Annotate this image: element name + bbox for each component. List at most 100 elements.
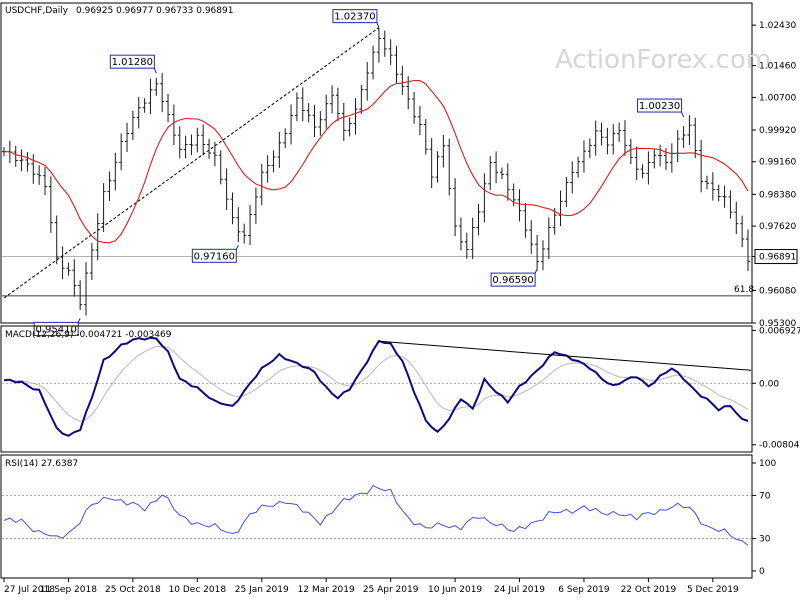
price-bar — [371, 45, 376, 80]
price-bar — [201, 124, 206, 156]
price-y-tick-label: 0.96080 — [759, 286, 796, 296]
rsi-y-tick-label: 100 — [759, 459, 776, 469]
price-bar — [710, 172, 715, 201]
x-tick-label: 10 Dec 2018 — [169, 585, 227, 595]
price-bar — [195, 127, 200, 153]
callout-label: 1.00230 — [639, 101, 680, 112]
price-bar — [734, 201, 739, 235]
price-bar — [324, 94, 329, 129]
callout-box — [637, 98, 683, 113]
callout-pointer — [534, 268, 538, 274]
price-bar — [43, 167, 48, 196]
price-bar — [599, 122, 604, 146]
callout-label: 0.96590 — [492, 275, 533, 286]
price-bar — [107, 171, 112, 201]
price-bar — [576, 156, 581, 178]
price-bar — [236, 207, 241, 243]
price-bar — [529, 220, 534, 254]
price-bar — [488, 156, 493, 191]
rsi-panel: RSI(14) 27.6387 100 70 30 0 — [0, 454, 776, 579]
rsi-y-tick-label: 70 — [759, 491, 771, 501]
price-bar — [78, 280, 83, 311]
price-bar — [119, 133, 124, 171]
price-y-tick-label: 1.02430 — [759, 21, 796, 31]
price-bar — [160, 73, 165, 113]
price-bar — [66, 262, 71, 276]
price-bar — [412, 92, 417, 124]
price-bar — [142, 98, 147, 113]
price-bar — [505, 163, 510, 201]
price-bar — [95, 213, 100, 261]
callout-pointer — [376, 22, 380, 28]
x-tick-label: 10 Jun 2019 — [428, 585, 482, 595]
price-bar — [289, 104, 294, 145]
price-bar — [335, 87, 340, 122]
price-y-tick-label: 0.96891 — [759, 253, 796, 263]
price-frame — [0, 2, 753, 324]
price-bar — [376, 28, 381, 63]
price-bar — [242, 223, 247, 244]
price-bar — [746, 229, 750, 271]
price-bar — [277, 131, 282, 168]
x-tick-label: 6 Sep 2019 — [558, 585, 610, 595]
price-bar — [37, 165, 42, 185]
macd-line — [3, 336, 749, 437]
price-bar — [283, 128, 288, 148]
price-y-tick-label: 0.97620 — [759, 222, 796, 232]
price-bar — [640, 164, 645, 179]
price-bar — [89, 243, 94, 280]
price-callout: 0.96590 — [490, 268, 538, 287]
price-bar — [271, 150, 276, 173]
price-bar — [634, 146, 639, 181]
price-bar — [300, 87, 305, 122]
price-bar — [224, 168, 229, 211]
callout-box — [490, 272, 536, 287]
price-bar — [546, 217, 551, 260]
price-bar — [31, 154, 36, 184]
price-bar — [60, 246, 65, 279]
price-bar — [482, 173, 487, 223]
price-bar — [312, 105, 317, 138]
price-bar — [207, 138, 212, 159]
price-bar — [101, 183, 106, 232]
price-bar — [218, 150, 223, 185]
fib-level-label: 61.8 — [734, 285, 754, 295]
callout-pointer — [77, 318, 81, 323]
macd-y-tick-label: 0.00 — [759, 379, 779, 389]
price-bar — [564, 176, 569, 207]
price-bar — [154, 77, 159, 96]
x-tick-label: 25 Apr 2019 — [363, 585, 419, 595]
price-bar — [658, 144, 663, 167]
price-bar — [570, 161, 575, 194]
price-bar — [704, 175, 709, 190]
rsi-y-tick-label: 0 — [759, 567, 765, 577]
price-bar — [581, 140, 586, 173]
rsi-label: RSI(14) 27.6387 — [5, 459, 78, 469]
price-title: USDCHF,Daily — [5, 6, 69, 16]
price-bar — [353, 98, 358, 135]
price-callout: 1.01280 — [109, 54, 157, 74]
price-bar — [494, 151, 499, 184]
price-bar — [113, 152, 118, 191]
price-bar — [294, 92, 299, 122]
price-bar — [429, 138, 434, 189]
price-bar — [517, 189, 522, 222]
price-y-tick-label: 1.01460 — [759, 62, 796, 72]
price-bar — [212, 142, 217, 167]
price-bar — [646, 151, 651, 185]
price-bar — [728, 190, 733, 219]
price-bar — [699, 139, 704, 193]
price-bar — [248, 205, 253, 246]
price-bar — [72, 259, 77, 297]
price-bar — [722, 185, 727, 208]
callout-label: 1.02370 — [334, 12, 375, 23]
price-bar — [125, 122, 130, 152]
callout-pointer — [235, 245, 239, 250]
price-bar — [306, 103, 311, 123]
price-bar — [447, 138, 452, 196]
price-bar — [652, 149, 657, 169]
price-bar — [347, 117, 352, 137]
